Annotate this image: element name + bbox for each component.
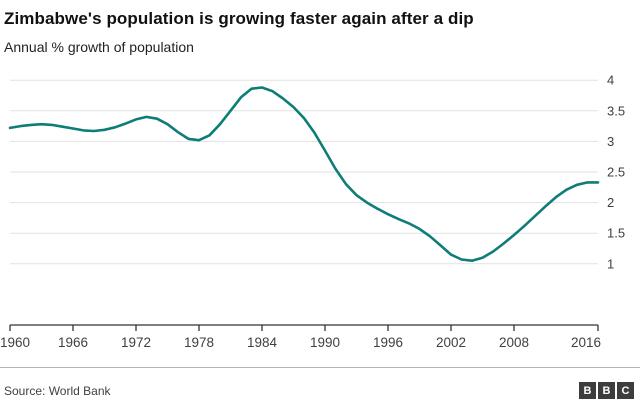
- svg-text:2.5: 2.5: [607, 164, 625, 179]
- svg-text:1966: 1966: [58, 335, 88, 350]
- svg-text:1984: 1984: [247, 335, 278, 350]
- svg-text:2: 2: [607, 195, 614, 210]
- source-label: Source: World Bank: [4, 383, 111, 398]
- svg-text:2016: 2016: [571, 335, 601, 350]
- svg-text:1972: 1972: [121, 335, 151, 350]
- svg-text:2008: 2008: [499, 335, 529, 350]
- svg-text:1990: 1990: [310, 335, 340, 350]
- svg-text:1960: 1960: [0, 335, 30, 350]
- svg-text:1996: 1996: [373, 335, 403, 350]
- bbc-logo-letter: B: [579, 382, 596, 399]
- bbc-logo-letter: B: [598, 382, 615, 399]
- svg-text:1: 1: [607, 256, 614, 271]
- bbc-logo: B B C: [579, 382, 634, 399]
- svg-text:1978: 1978: [184, 335, 214, 350]
- chart-footer: Source: World Bank B B C: [0, 367, 640, 413]
- svg-text:3.5: 3.5: [607, 103, 625, 118]
- svg-text:1.5: 1.5: [607, 226, 625, 241]
- svg-text:4: 4: [607, 73, 614, 88]
- chart-title: Zimbabwe's population is growing faster …: [4, 9, 474, 28]
- chart-header: Zimbabwe's population is growing faster …: [0, 0, 640, 55]
- svg-text:3: 3: [607, 134, 614, 149]
- svg-text:2002: 2002: [436, 335, 466, 350]
- chart-subtitle: Annual % growth of population: [4, 39, 194, 55]
- line-chart: 1 1.5 2 2.5 3 3.5 4 1960 1966 1972 1978 1984 1990 199…: [0, 73, 625, 350]
- bbc-logo-letter: C: [617, 382, 634, 399]
